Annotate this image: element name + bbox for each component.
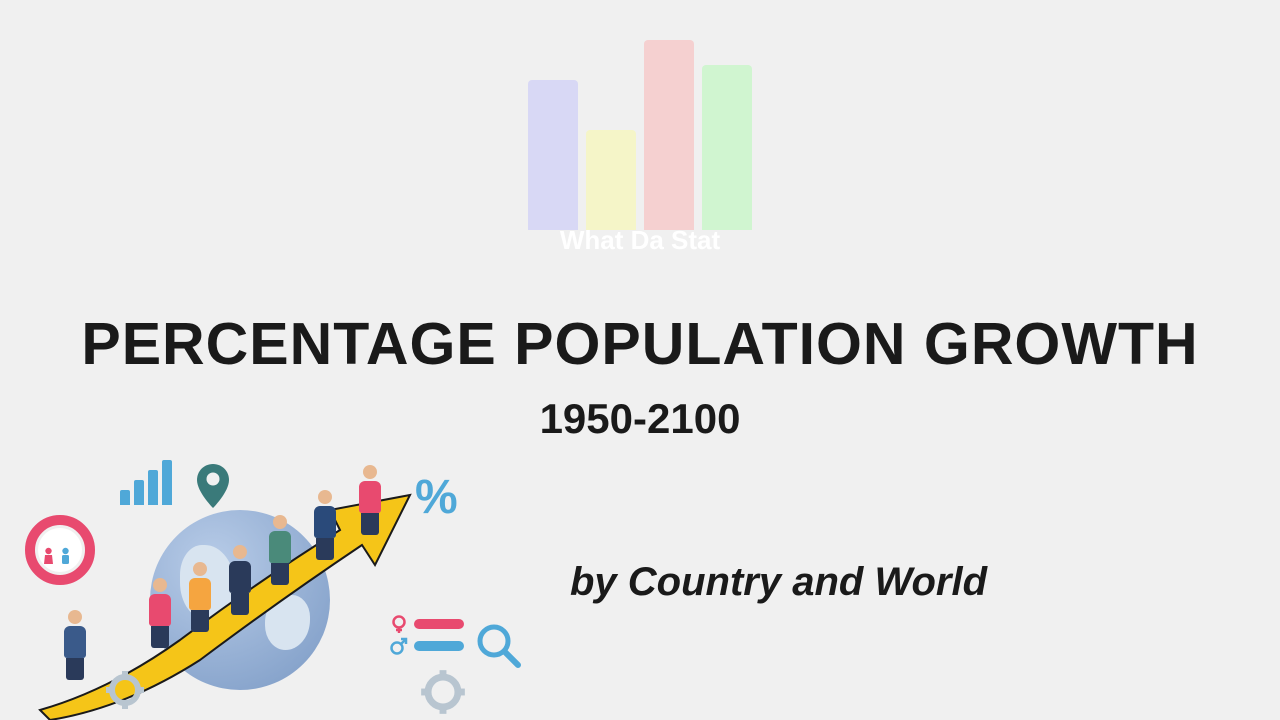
male-icon <box>59 547 72 565</box>
logo-bar-chart <box>528 40 752 230</box>
mini-bar <box>162 460 172 505</box>
person-figure <box>355 465 385 535</box>
main-title: PERCENTAGE POPULATION GROWTH <box>81 310 1198 378</box>
person-figure <box>225 545 255 615</box>
venus-icon <box>390 615 408 633</box>
gender-bar-female <box>414 619 464 629</box>
person-figure <box>60 610 90 680</box>
people-icons <box>42 547 72 565</box>
gear-icon <box>420 669 466 715</box>
person-figure <box>265 515 295 585</box>
logo-text: What Da Stat <box>560 225 720 256</box>
gender-bar-male <box>414 641 464 651</box>
magnifier-icon <box>475 622 523 670</box>
logo-bar-1 <box>528 80 578 230</box>
logo-bar-2 <box>586 130 636 230</box>
mini-bar <box>120 490 130 505</box>
person-figure <box>185 562 215 632</box>
female-icon <box>42 547 55 565</box>
gender-row-male <box>390 637 464 655</box>
person-figure <box>310 490 340 560</box>
percent-icon: % <box>415 470 458 525</box>
mini-bar <box>134 480 144 505</box>
location-pin-icon <box>195 462 231 510</box>
illustration-cluster: % <box>0 420 560 720</box>
subtitle: by Country and World <box>570 560 987 605</box>
logo-bar-3 <box>644 40 694 230</box>
gender-row-female <box>390 615 464 633</box>
mini-bar-chart-icon <box>120 460 180 505</box>
gear-icon <box>105 670 145 710</box>
logo-bar-4 <box>702 65 752 230</box>
person-figure <box>145 578 175 648</box>
mini-bar <box>148 470 158 505</box>
gender-legend <box>390 615 464 655</box>
mars-icon <box>390 637 408 655</box>
year-range: 1950-2100 <box>540 395 741 443</box>
